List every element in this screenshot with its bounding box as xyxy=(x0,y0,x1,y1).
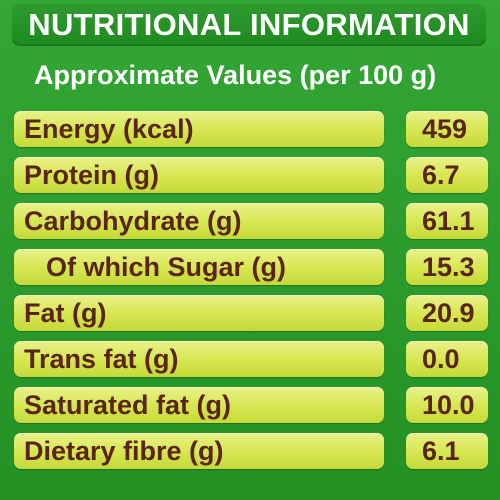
row-value: 61.1 xyxy=(406,203,488,239)
table-row-protein: Protein (g) 6.7 xyxy=(14,157,488,193)
table-row-dietary-fibre: Dietary fibre (g) 6.1 xyxy=(14,433,488,469)
row-value: 15.3 xyxy=(406,249,488,285)
nutrition-table: Energy (kcal) 459 Protein (g) 6.7 Carboh… xyxy=(14,111,488,479)
row-value: 6.1 xyxy=(406,433,488,469)
row-label: Dietary fibre (g) xyxy=(14,433,384,469)
table-row-sugar: Of which Sugar (g) 15.3 xyxy=(14,249,488,285)
table-row-fat: Fat (g) 20.9 xyxy=(14,295,488,331)
table-row-saturated-fat: Saturated fat (g) 10.0 xyxy=(14,387,488,423)
title-bar: NUTRITIONAL INFORMATION xyxy=(12,4,486,46)
page-title: NUTRITIONAL INFORMATION xyxy=(28,7,470,42)
row-label: Protein (g) xyxy=(14,157,384,193)
row-label: Of which Sugar (g) xyxy=(14,249,384,285)
table-row-carbohydrate: Carbohydrate (g) 61.1 xyxy=(14,203,488,239)
row-label: Carbohydrate (g) xyxy=(14,203,384,239)
table-row-energy: Energy (kcal) 459 xyxy=(14,111,488,147)
row-label: Saturated fat (g) xyxy=(14,387,384,423)
row-value: 6.7 xyxy=(406,157,488,193)
row-value: 20.9 xyxy=(406,295,488,331)
row-value: 459 xyxy=(406,111,488,147)
row-value: 10.0 xyxy=(406,387,488,423)
table-row-trans-fat: Trans fat (g) 0.0 xyxy=(14,341,488,377)
row-label: Trans fat (g) xyxy=(14,341,384,377)
row-value: 0.0 xyxy=(406,341,488,377)
row-label: Fat (g) xyxy=(14,295,384,331)
subtitle: Approximate Values (per 100 g) xyxy=(34,60,437,90)
row-label: Energy (kcal) xyxy=(14,111,384,147)
